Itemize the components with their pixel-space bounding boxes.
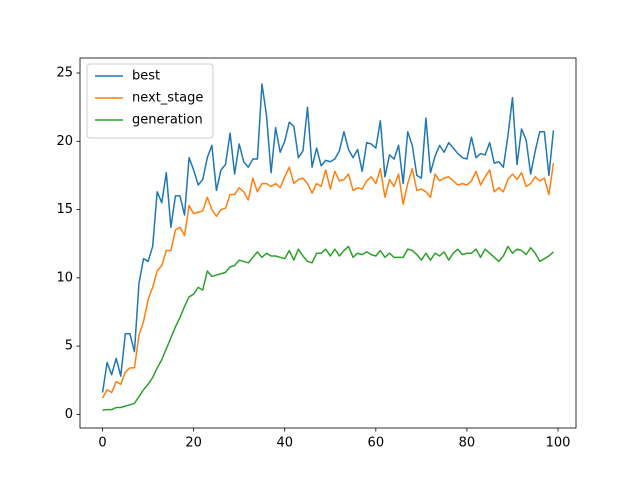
legend-label: next_stage [132, 91, 203, 106]
y-tick-label: 20 [56, 134, 73, 149]
x-tick-label: 60 [368, 436, 385, 451]
data-line [101, 83, 555, 393]
y-tick-label: 10 [56, 270, 73, 285]
x-tick-label: 100 [546, 436, 571, 451]
legend-label: generation [132, 113, 203, 128]
x-tick-label: 80 [459, 436, 476, 451]
x-tick-label: 0 [98, 436, 106, 451]
y-tick-label: 15 [56, 202, 73, 217]
y-tick-label: 25 [56, 66, 73, 81]
data-line [101, 163, 555, 399]
data-line [102, 245, 554, 411]
y-tick-label: 5 [65, 339, 73, 354]
legend-label: best [132, 69, 160, 84]
axes-frame [79, 57, 577, 429]
x-tick-label: 40 [276, 436, 293, 451]
x-tick-label: 20 [185, 436, 202, 451]
y-tick-label: 0 [65, 407, 73, 422]
legend: best next_stage generation [86, 63, 214, 139]
